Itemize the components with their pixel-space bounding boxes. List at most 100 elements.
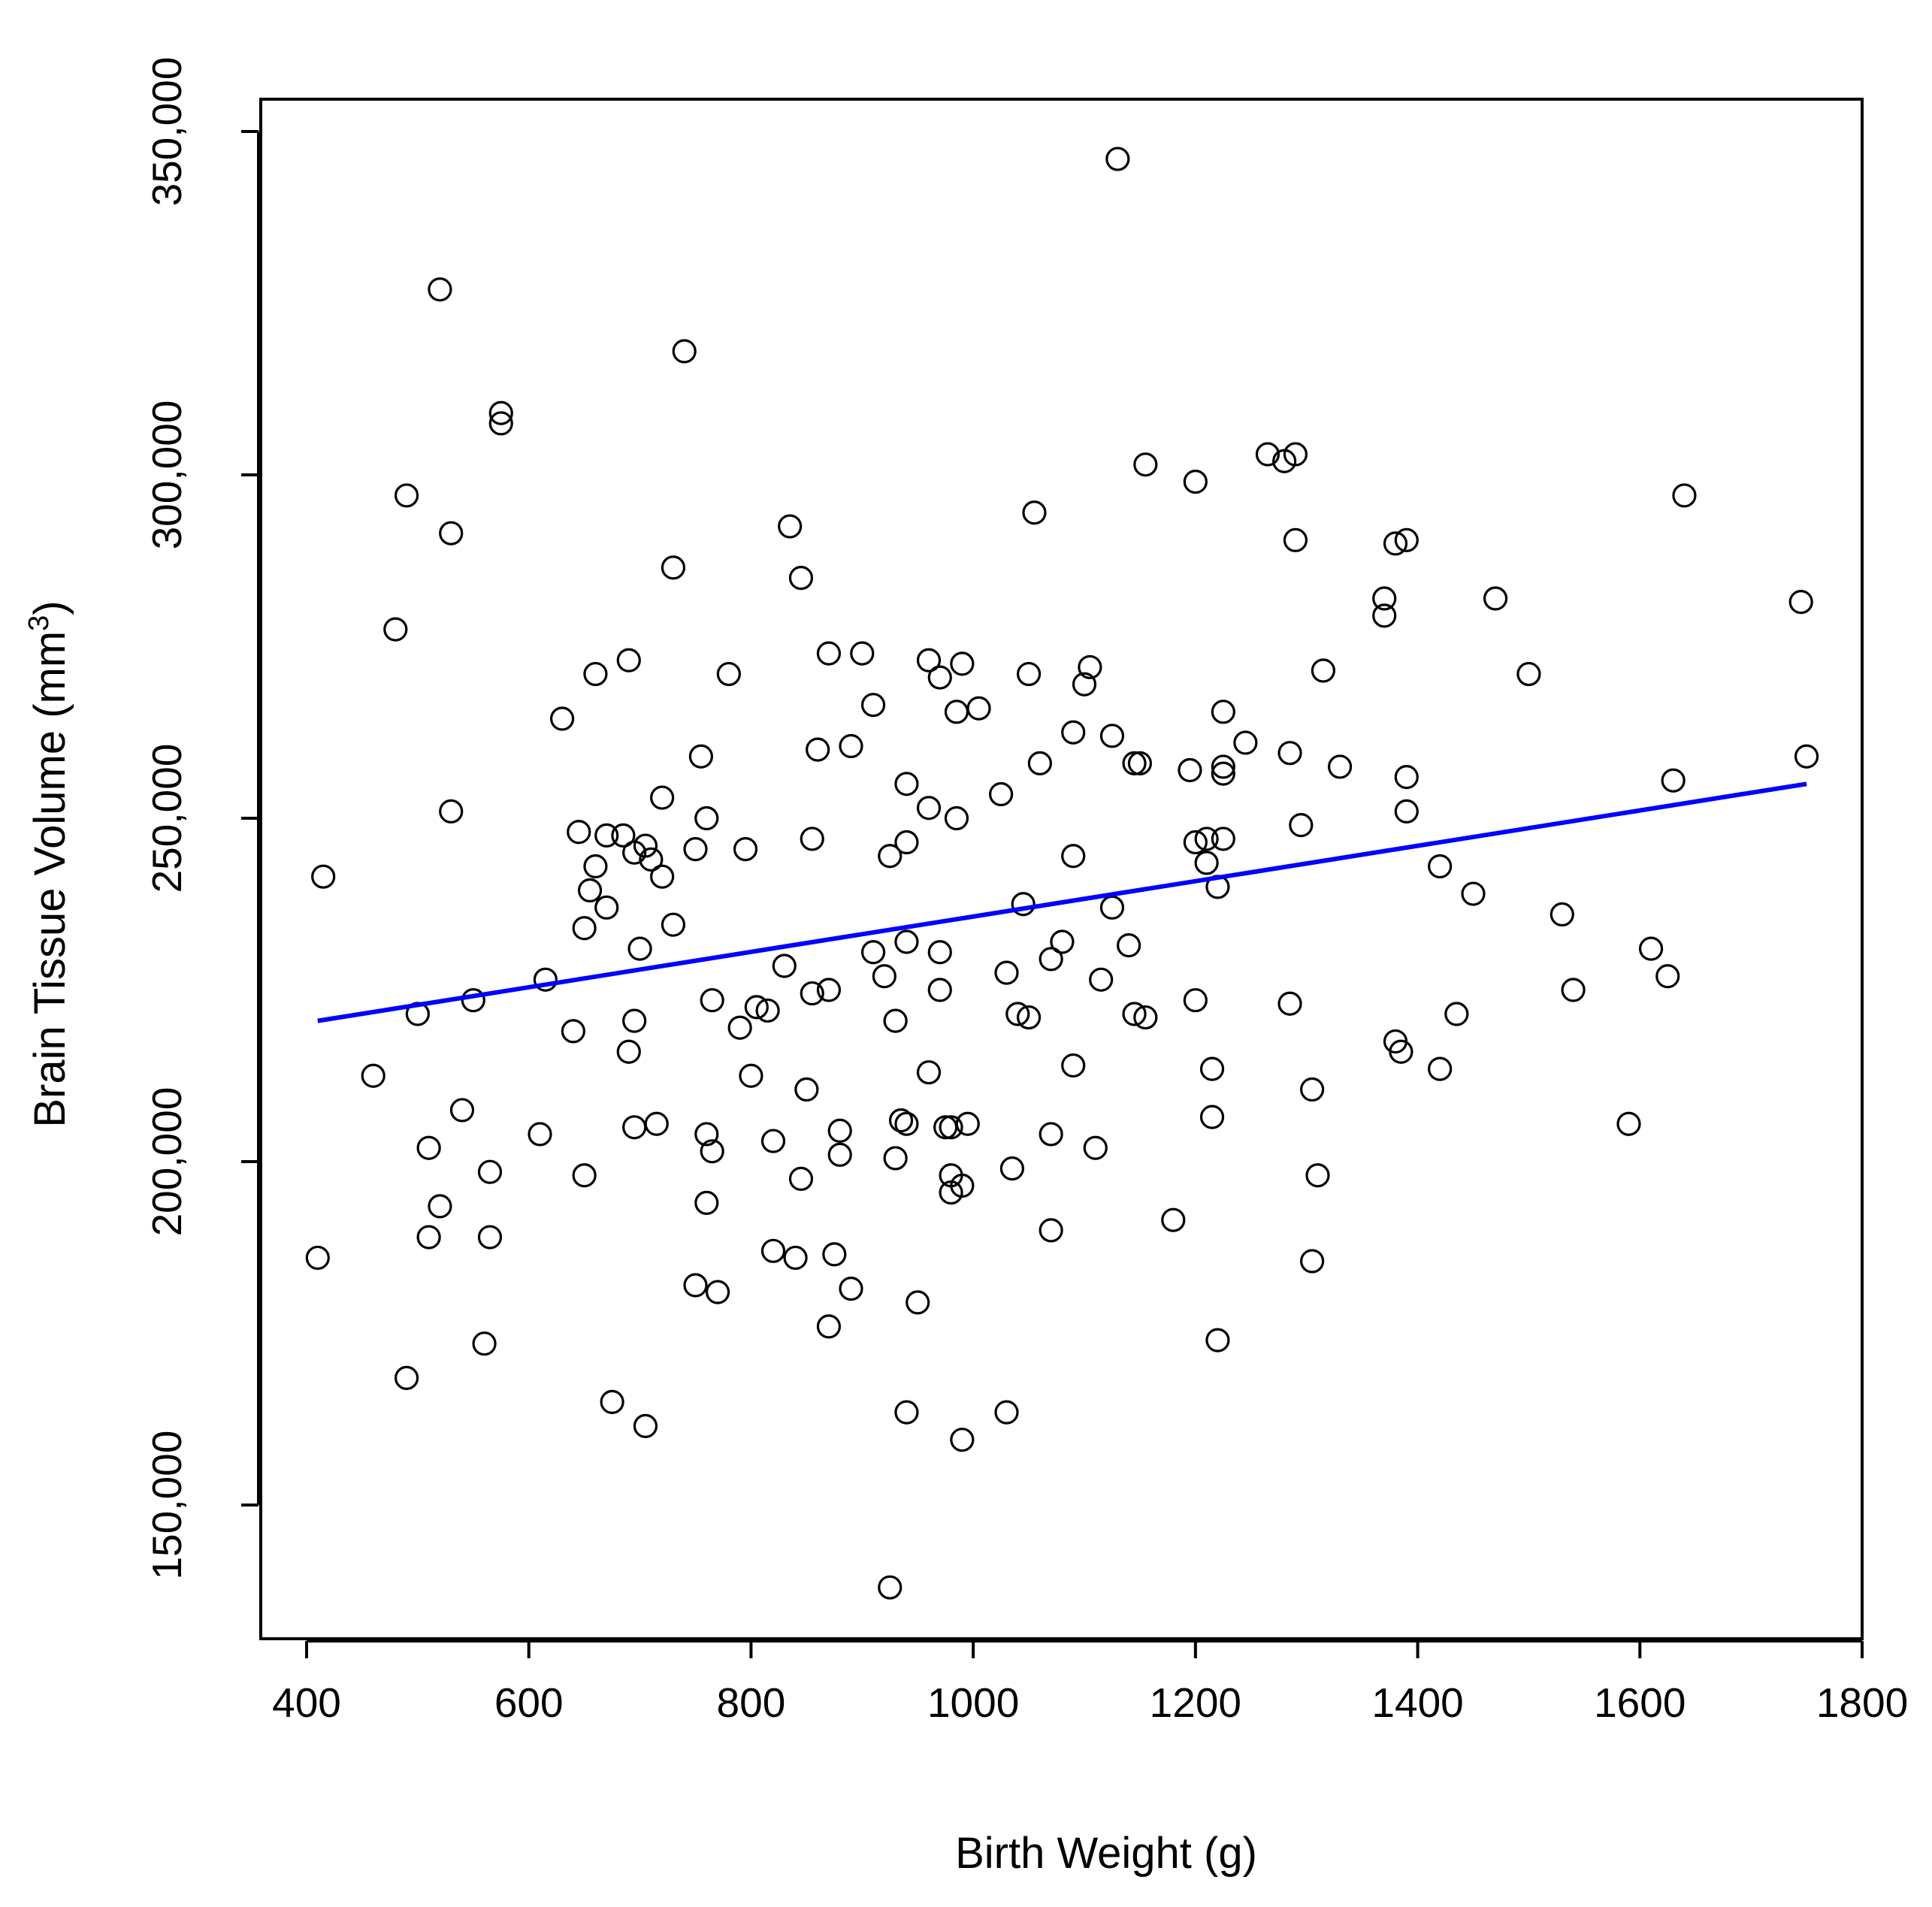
data-point xyxy=(955,1111,980,1136)
data-point xyxy=(800,827,824,851)
data-point xyxy=(700,988,724,1013)
data-point xyxy=(1444,1002,1469,1026)
x-tick-label: 1200 xyxy=(1150,1679,1241,1726)
data-point xyxy=(1122,751,1147,775)
data-point xyxy=(600,1389,624,1415)
data-point xyxy=(1133,452,1158,477)
data-point xyxy=(1300,1249,1325,1274)
data-point xyxy=(1027,751,1052,775)
x-axis-title: Birth Weight (g) xyxy=(955,1829,1257,1878)
data-point xyxy=(477,1225,503,1250)
data-point xyxy=(567,820,591,845)
data-point xyxy=(1199,1056,1225,1081)
data-point xyxy=(1211,754,1235,779)
data-point xyxy=(950,651,975,676)
data-point xyxy=(661,555,686,580)
data-point xyxy=(1311,658,1335,683)
data-point xyxy=(1283,442,1308,467)
data-point xyxy=(1300,1077,1325,1102)
data-point xyxy=(1211,700,1235,724)
data-point xyxy=(1183,988,1208,1013)
data-point xyxy=(1099,724,1125,748)
data-point xyxy=(883,1008,908,1033)
y-axis-title-main: Brain Tissue Volume (mm xyxy=(26,631,74,1128)
data-point xyxy=(1516,661,1541,687)
data-point xyxy=(1372,603,1397,628)
x-tick-label: 1000 xyxy=(927,1679,1019,1726)
data-point xyxy=(744,995,769,1020)
y-tick-label: 300,000 xyxy=(144,400,190,550)
data-point xyxy=(827,1142,852,1167)
data-point xyxy=(1011,892,1036,917)
data-point xyxy=(944,805,969,831)
data-point xyxy=(1616,1111,1641,1136)
y-axis-title-close: ) xyxy=(26,600,74,615)
data-point xyxy=(1289,813,1314,838)
data-point xyxy=(416,1225,441,1250)
data-point xyxy=(705,1280,730,1304)
data-point xyxy=(1638,936,1664,961)
data-point xyxy=(694,1190,719,1215)
data-point xyxy=(994,1400,1019,1425)
data-point xyxy=(894,830,919,855)
data-point xyxy=(1211,761,1235,786)
data-point xyxy=(1194,851,1219,875)
data-point xyxy=(760,1238,786,1263)
data-point xyxy=(1089,967,1114,992)
data-point xyxy=(1022,500,1047,525)
data-point xyxy=(872,964,896,989)
x-tick-label: 400 xyxy=(272,1679,341,1726)
x-tick-label: 600 xyxy=(494,1679,564,1726)
data-point xyxy=(1394,527,1419,552)
data-point xyxy=(383,617,408,642)
data-point xyxy=(1389,1039,1413,1064)
data-point xyxy=(878,1575,903,1600)
data-point xyxy=(583,854,608,879)
data-point xyxy=(944,700,969,724)
data-point xyxy=(639,847,664,872)
data-point xyxy=(939,1115,963,1140)
data-point xyxy=(1039,1218,1063,1243)
data-point xyxy=(939,1180,963,1205)
x-tick-label: 1400 xyxy=(1371,1679,1463,1726)
data-point xyxy=(1083,1135,1108,1160)
data-point xyxy=(716,661,741,687)
data-point xyxy=(1428,1056,1453,1081)
data-point xyxy=(305,1245,330,1271)
data-point xyxy=(1327,754,1353,779)
x-tick-label: 1600 xyxy=(1594,1679,1686,1726)
data-point xyxy=(916,648,942,672)
data-point xyxy=(461,988,485,1013)
data-point xyxy=(1461,881,1486,906)
data-point xyxy=(488,400,513,425)
data-point xyxy=(1061,1053,1086,1078)
data-point xyxy=(1122,1002,1147,1026)
data-point xyxy=(1233,730,1258,755)
data-point xyxy=(361,1063,385,1088)
x-axis: 400 600 800 1000 1200 1400 1600 1800 xyxy=(272,1640,1908,1726)
data-point xyxy=(1117,932,1141,958)
data-point xyxy=(439,799,464,824)
data-point xyxy=(1016,661,1042,687)
data-point xyxy=(477,1159,503,1184)
data-point xyxy=(839,1276,863,1301)
data-point xyxy=(1199,1105,1225,1129)
data-point xyxy=(1788,589,1813,615)
data-point xyxy=(472,1331,497,1356)
data-point xyxy=(616,648,641,672)
data-point xyxy=(633,1413,658,1438)
data-point xyxy=(622,840,647,865)
data-point xyxy=(572,916,597,941)
data-point xyxy=(528,1122,552,1147)
data-point xyxy=(1372,586,1397,611)
data-point xyxy=(850,641,875,666)
data-point xyxy=(1178,757,1202,783)
data-point xyxy=(439,521,464,546)
x-tick-label: 800 xyxy=(717,1679,786,1726)
data-point xyxy=(894,1400,919,1425)
data-point xyxy=(906,1290,930,1315)
data-point xyxy=(883,1146,908,1171)
data-point xyxy=(1099,895,1125,920)
y-axis-title: Brain Tissue Volume (mm3) xyxy=(23,600,74,1127)
